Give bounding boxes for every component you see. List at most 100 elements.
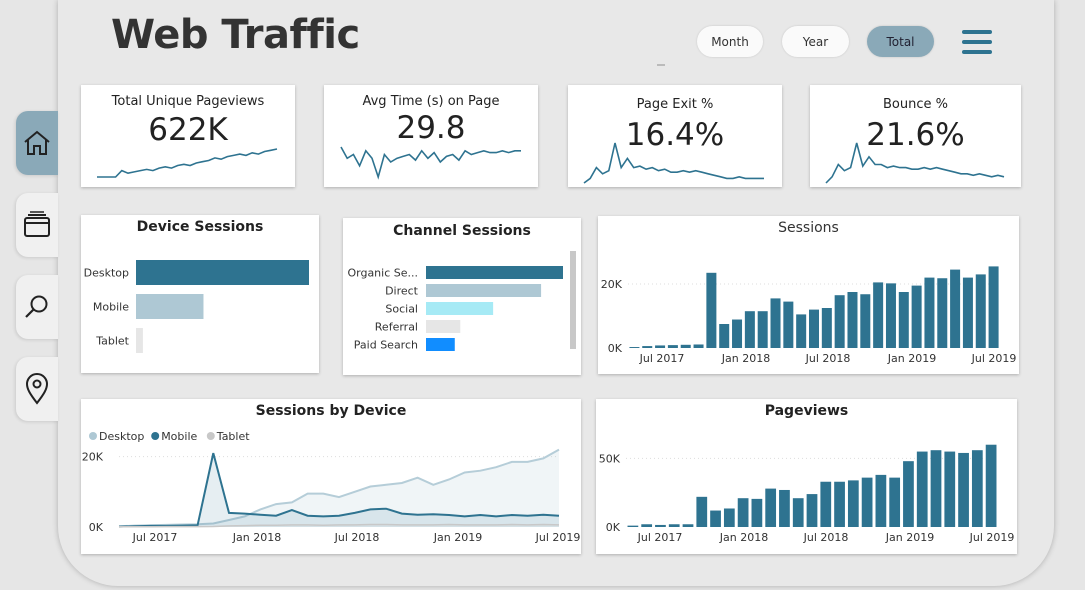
kpi-value: 29.8 xyxy=(396,110,466,146)
location-pin-icon xyxy=(25,373,49,405)
x-tick-label: Jan 2019 xyxy=(885,531,934,544)
chart-title: Sessions by Device xyxy=(255,403,407,419)
bar xyxy=(911,285,922,348)
bar xyxy=(985,444,997,527)
bar xyxy=(820,481,832,527)
category-label: Tablet xyxy=(95,335,129,348)
x-tick-label: Jan 2018 xyxy=(721,352,770,365)
bar xyxy=(723,508,735,527)
bar xyxy=(696,496,708,527)
series-tablet xyxy=(119,523,560,528)
x-tick-label: Jul 2017 xyxy=(639,352,685,365)
bar xyxy=(873,282,884,348)
bar-tablet xyxy=(136,328,143,353)
bar xyxy=(693,344,704,348)
bar xyxy=(737,498,749,527)
bar xyxy=(680,344,691,348)
device-sessions-card: Device Sessions Desktop Mobile Tablet xyxy=(81,215,319,373)
filter-month-button[interactable]: Month xyxy=(697,26,763,57)
bar xyxy=(806,494,818,527)
bar xyxy=(834,481,845,527)
bar-social xyxy=(426,302,494,315)
x-tick-label: Jul 2018 xyxy=(805,352,851,365)
chart-title: Channel Sessions xyxy=(393,223,531,239)
x-tick-label: Jan 2018 xyxy=(232,531,281,544)
category-label: Referral xyxy=(375,321,418,334)
category-label: Organic Se... xyxy=(347,267,418,280)
channel-sessions-card: Channel Sessions Organic Se... Direct Soci… xyxy=(343,218,581,375)
bar xyxy=(682,524,694,527)
bar xyxy=(770,298,781,348)
bar xyxy=(641,524,653,527)
kpi-card-avg-time: Avg Time (s) on Page 29.8 xyxy=(324,85,538,187)
kpi-card-page-exit: Page Exit % 16.4% xyxy=(568,85,782,187)
series-desktop xyxy=(118,448,560,528)
bar-desktop xyxy=(136,260,309,285)
kpi-label: Total Unique Pageviews xyxy=(111,94,265,109)
category-label: Mobile xyxy=(93,301,129,314)
bar-mobile xyxy=(136,294,204,319)
category-label: Social xyxy=(385,303,418,316)
page-title: Web Traffic xyxy=(111,12,360,58)
bar xyxy=(916,451,928,527)
y-tick-label: 20K xyxy=(601,278,623,291)
x-tick-label: Jan 2019 xyxy=(433,531,482,544)
bar xyxy=(655,345,666,348)
x-tick-label: Jul 2017 xyxy=(132,531,178,544)
bar xyxy=(629,347,640,348)
bar xyxy=(950,269,961,348)
category-label: Desktop xyxy=(84,267,129,280)
bar xyxy=(642,346,653,348)
legend-marker xyxy=(151,432,160,440)
kpi-value: 622K xyxy=(148,112,228,148)
y-tick-label: 0K xyxy=(606,521,621,534)
y-tick-label: 50K xyxy=(599,452,621,465)
filter-total-button[interactable]: Total xyxy=(867,26,934,57)
device-sessions-chart: Desktop Mobile Tablet xyxy=(84,260,309,353)
bar xyxy=(889,477,901,527)
x-tick-label: Jul 2017 xyxy=(637,531,683,544)
sparkline-series xyxy=(340,146,521,180)
sparkline-series xyxy=(97,148,278,178)
bar xyxy=(898,292,909,348)
scrollbar-thumb[interactable] xyxy=(570,251,576,349)
sparkline-series xyxy=(583,142,764,184)
bar xyxy=(924,277,935,348)
bar xyxy=(958,452,969,527)
bar xyxy=(847,292,858,348)
sidebar-item-search[interactable] xyxy=(16,275,58,339)
bar xyxy=(821,308,832,348)
scrollbar-track[interactable] xyxy=(570,251,576,349)
category-label: Paid Search xyxy=(354,339,418,352)
bar-referral xyxy=(426,320,461,333)
bar xyxy=(783,301,794,348)
filter-year-button[interactable]: Year xyxy=(782,26,849,57)
bar xyxy=(834,295,845,348)
bar xyxy=(971,450,983,527)
x-tick-label: Jan 2018 xyxy=(719,531,768,544)
category-label: Direct xyxy=(385,285,419,298)
search-icon xyxy=(25,295,48,318)
menu-icon[interactable] xyxy=(962,30,992,54)
bar xyxy=(751,498,763,527)
sidebar-item-home[interactable] xyxy=(16,111,58,175)
channel-sessions-chart: Organic Se... Direct Social Referral Paid Se… xyxy=(347,266,563,352)
browser-window-icon xyxy=(24,211,50,237)
chart-title: Pageviews xyxy=(764,403,849,419)
x-tick-label: Jul 2018 xyxy=(334,531,380,544)
kpi-card-bounce: Bounce % 21.6% xyxy=(810,85,1021,187)
pageviews-chart: 0K 50K Jul 2017 Jan 2018 Jul 2018 Jan 2019 Jul… xyxy=(599,444,1014,544)
home-icon xyxy=(24,130,50,155)
bar xyxy=(627,525,639,527)
area-mobile xyxy=(119,453,559,527)
bar xyxy=(903,461,914,527)
x-tick-label: Jul 2018 xyxy=(803,531,849,544)
divider xyxy=(657,64,665,66)
x-tick-label: Jan 2019 xyxy=(887,352,936,365)
bar xyxy=(765,488,777,527)
pageviews-card: Pageviews 0K 50K Jul 2017 Jan 2018 Jul 2018 J… xyxy=(596,399,1017,554)
bar xyxy=(655,524,666,527)
sidebar-item-location[interactable] xyxy=(16,357,58,421)
bar xyxy=(885,283,896,348)
sidebar-item-pages[interactable] xyxy=(16,193,58,257)
